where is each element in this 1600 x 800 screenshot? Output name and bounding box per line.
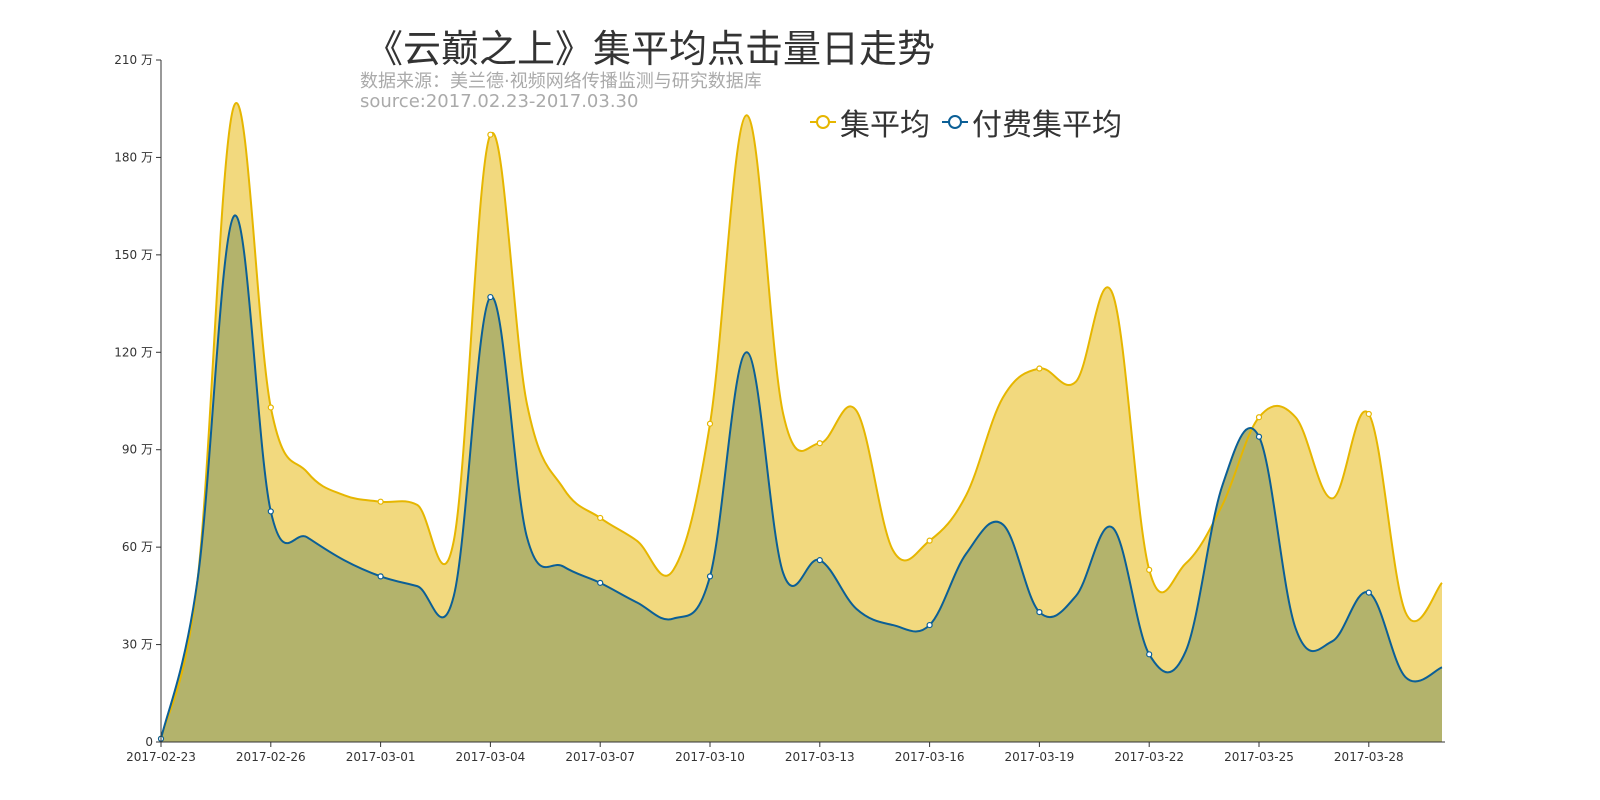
data-point[interactable]	[1146, 651, 1153, 658]
x-tick-label: 2017-03-16	[895, 750, 965, 764]
series-line-1	[160, 214, 1443, 739]
data-point[interactable]	[597, 514, 604, 522]
data-point[interactable]	[1036, 365, 1043, 372]
x-tick-label: 2017-03-28	[1334, 750, 1404, 764]
legend: 集平均 付费集平均	[810, 100, 1134, 144]
y-tick-label: 0	[145, 735, 153, 749]
x-tick-label: 2017-03-01	[346, 750, 416, 764]
x-tick-label: 2017-03-22	[1114, 750, 1184, 764]
data-point[interactable]	[377, 498, 384, 505]
data-point[interactable]	[706, 573, 714, 580]
axes: 0 30 万 60 万 90 万 120 万 150 万 180 万 210 万 2017-02…	[114, 53, 1445, 764]
data-point[interactable]	[267, 508, 274, 515]
chart-subtitle: 数据来源：美兰德·视频网络传播监测与研究数据库 source:2017.02.2…	[360, 72, 762, 112]
y-tick-label: 30 万	[122, 638, 153, 652]
data-point[interactable]	[1365, 410, 1372, 418]
data-point[interactable]	[1255, 414, 1263, 421]
x-tick-label: 2017-03-04	[456, 750, 526, 764]
data-point[interactable]	[1146, 566, 1153, 573]
subtitle-period: source:2017.02.23-2017.03.30	[360, 91, 639, 112]
x-tick-label: 2017-03-13	[785, 750, 855, 764]
data-point[interactable]	[816, 440, 823, 447]
data-point[interactable]	[816, 557, 823, 564]
y-tick-label: 120 万	[114, 345, 153, 359]
legend-item-series-0[interactable]: 集平均	[810, 100, 930, 144]
series-area-1	[161, 215, 1442, 742]
data-point[interactable]	[487, 293, 494, 301]
legend-marker-icon	[942, 115, 968, 129]
data-point[interactable]	[926, 621, 933, 629]
data-point[interactable]	[487, 131, 494, 138]
chart-title: 《云巅之上》集平均点击量日走势	[365, 27, 936, 71]
data-point[interactable]	[706, 420, 714, 427]
legend-marker-icon	[810, 115, 836, 129]
data-point[interactable]	[1036, 608, 1043, 616]
x-tick-label: 2017-02-23	[126, 750, 196, 764]
x-tick-label: 2017-02-26	[236, 750, 306, 764]
legend-label: 集平均	[840, 108, 930, 143]
subtitle-source: 数据来源：美兰德·视频网络传播监测与研究数据库	[360, 71, 762, 92]
y-tick-label: 180 万	[114, 150, 153, 164]
legend-item-series-1[interactable]: 付费集平均	[942, 100, 1122, 144]
x-tick-label: 2017-03-10	[675, 750, 745, 764]
data-point[interactable]	[597, 579, 604, 586]
y-tick-label: 150 万	[114, 248, 153, 262]
series-lines	[160, 101, 1443, 739]
data-point[interactable]	[1255, 433, 1263, 440]
y-tick-label: 60 万	[122, 540, 153, 554]
y-tick-label: 90 万	[122, 443, 153, 457]
series-line-0	[160, 101, 1443, 739]
data-point[interactable]	[1365, 589, 1372, 596]
y-tick-label: 210 万	[114, 53, 153, 67]
series-points	[157, 131, 1372, 742]
data-point[interactable]	[926, 537, 933, 544]
x-tick-label: 2017-03-07	[565, 750, 635, 764]
legend-label: 付费集平均	[972, 108, 1122, 143]
x-tick-label: 2017-03-25	[1224, 750, 1294, 764]
series-areas	[161, 102, 1442, 742]
data-point[interactable]	[377, 573, 384, 580]
data-point[interactable]	[267, 404, 274, 411]
x-tick-label: 2017-03-19	[1005, 750, 1075, 764]
